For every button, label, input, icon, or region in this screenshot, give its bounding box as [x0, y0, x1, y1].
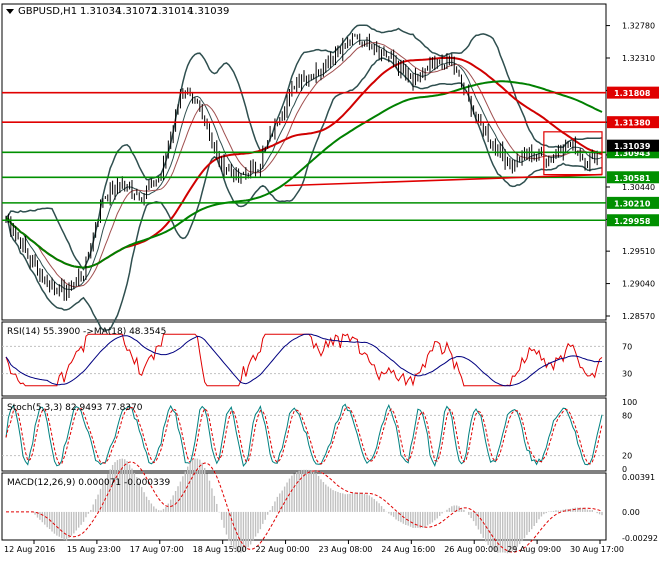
- level-tag-1.31380: [607, 116, 659, 129]
- level-tag-text: 1.30210: [614, 199, 651, 208]
- price-tick-label: 1.32310: [622, 54, 655, 63]
- level-tag-text: 1.31808: [614, 89, 651, 98]
- time-tick-label: 30 Aug 17:00: [570, 545, 624, 554]
- level-tag-text: 1.30943: [614, 149, 650, 158]
- macd-signal-line: [6, 461, 603, 553]
- stoch-tick-label: 20: [622, 452, 632, 461]
- ohlc-close: 1.31039: [188, 6, 229, 17]
- price-tick-label: 1.30440: [622, 183, 655, 192]
- ma-mid-line: [5, 41, 603, 288]
- rsi-ma-line: [5, 333, 603, 387]
- current-price-tag: [607, 139, 659, 152]
- bollinger-upper-line: [5, 24, 603, 271]
- stoch-main-line: [5, 403, 603, 467]
- current-price-text: 1.31039: [614, 142, 651, 151]
- price-tick-label: 1.29040: [622, 280, 655, 289]
- time-tick-label: 18 Aug 15:00: [193, 545, 247, 554]
- level-tag-text: 1.29958: [614, 217, 651, 226]
- time-tick-label: 17 Aug 07:00: [130, 545, 184, 554]
- time-tick-label: 24 Aug 16:00: [381, 545, 435, 554]
- macd-tick-label: 0.00: [622, 508, 640, 517]
- stoch-tick-label: 80: [622, 411, 632, 420]
- ohlc-low: 1.31014: [152, 6, 193, 17]
- rsi-tick-label: 70: [622, 342, 632, 351]
- macd-tick-label: -0.00292: [622, 534, 658, 543]
- level-tag-1.31808: [607, 86, 659, 99]
- ohlc-open: 1.31034: [80, 6, 121, 17]
- stoch-tick-label: 0: [622, 465, 627, 474]
- collapse-triangle-icon[interactable]: [6, 9, 14, 14]
- price-pane-frame: [1, 3, 607, 321]
- price-tick-label: 1.32780: [622, 22, 655, 31]
- ohlc-high: 1.31072: [116, 6, 157, 17]
- chart-header: GBPUSD,H1 1.31034 1.31072 1.31014 1.3103…: [6, 6, 229, 17]
- macd-tick-label: 0.00391: [622, 473, 655, 482]
- price-tick-label: 1.28570: [622, 312, 655, 321]
- rsi-label: RSI(14) 55.3900 ->MA(18) 48.3545: [7, 327, 166, 337]
- level-tag-1.30581: [607, 171, 659, 184]
- time-tick-label: 15 Aug 23:00: [67, 545, 121, 554]
- time-tick-label: 22 Aug 00:00: [256, 545, 310, 554]
- time-tick-label: 29 Aug 09:00: [507, 545, 561, 554]
- time-tick-label: 12 Aug 2016: [4, 545, 55, 554]
- ma-green-line: [5, 80, 603, 269]
- stoch-signal-line: [5, 406, 603, 465]
- rsi-pane-frame: [1, 321, 607, 397]
- time-tick-label: 26 Aug 00:00: [444, 545, 498, 554]
- price-tick-label: 1.29510: [622, 247, 655, 256]
- level-tag-text: 1.31380: [614, 119, 651, 128]
- level-tag-1.30210: [607, 196, 659, 209]
- stoch-tick-label: 100: [622, 398, 637, 407]
- symbol-title: GBPUSD,H1: [18, 6, 77, 17]
- rising-trendline: [284, 173, 603, 187]
- stoch-label: Stoch(5,3,3) 82.9493 77.8370: [7, 403, 143, 413]
- level-tag-1.29958: [607, 214, 659, 227]
- time-tick-label: 23 Aug 08:00: [318, 545, 372, 554]
- consolidation-box: [543, 131, 603, 176]
- level-tag-text: 1.30581: [614, 174, 651, 183]
- rsi-tick-label: 30: [622, 370, 632, 379]
- macd-label: MACD(12,26,9) 0.000071 -0.000339: [7, 478, 170, 488]
